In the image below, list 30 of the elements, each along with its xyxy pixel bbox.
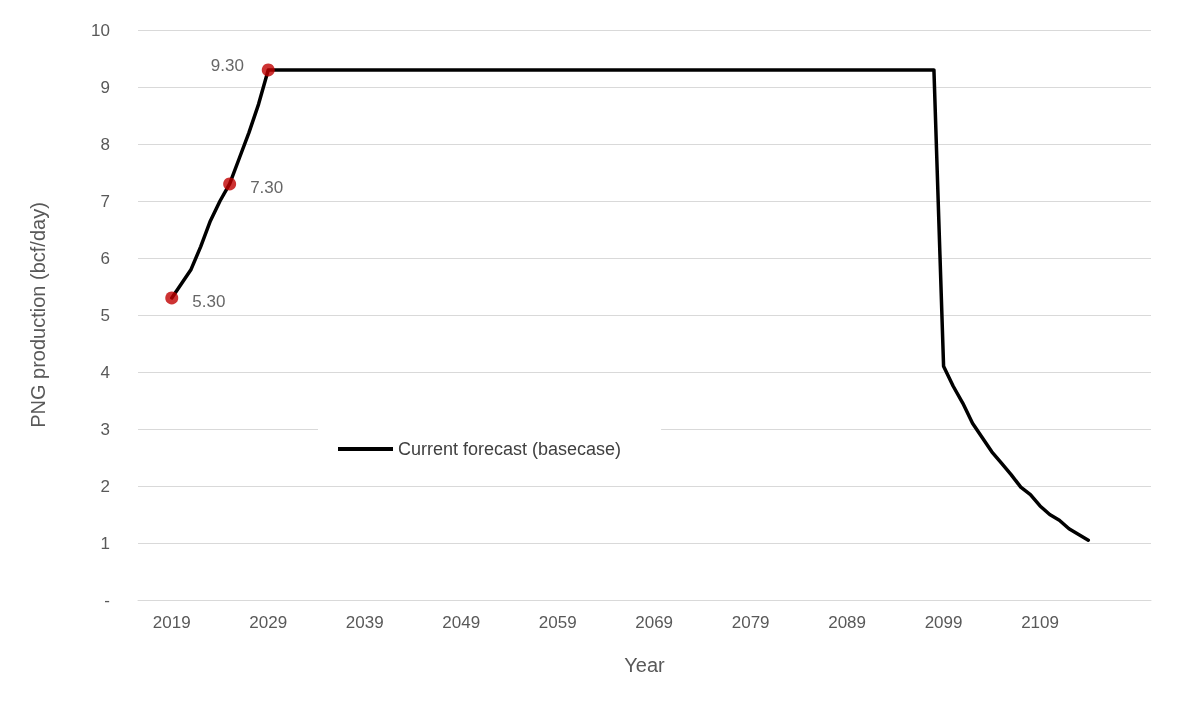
data-label: 7.30 bbox=[250, 178, 284, 198]
y-tick-label: 4 bbox=[100, 362, 110, 382]
y-tick-label: 10 bbox=[91, 20, 110, 40]
y-tick-label: 9 bbox=[100, 77, 110, 97]
y-tick-label: 6 bbox=[100, 248, 110, 268]
x-tick-label: 2089 bbox=[828, 613, 867, 632]
x-tick-label: 2059 bbox=[538, 613, 577, 632]
point bbox=[223, 177, 237, 191]
y-tick-label: 3 bbox=[100, 419, 110, 439]
x-tick-label: 2069 bbox=[635, 613, 674, 632]
x-axis-title: Year bbox=[624, 654, 666, 676]
data-label: 5.30 bbox=[192, 292, 226, 312]
point bbox=[165, 291, 179, 305]
y-tick-label: 1 bbox=[100, 533, 110, 553]
point bbox=[261, 63, 275, 77]
y-tick-label: 8 bbox=[100, 134, 110, 154]
y-tick-label: 5 bbox=[100, 305, 110, 325]
x-tick-label: 2079 bbox=[731, 613, 770, 632]
data-label: 9.30 bbox=[210, 56, 244, 76]
y-axis-title: PNG production (bcf/day) bbox=[27, 202, 49, 428]
x-tick-label: 2039 bbox=[345, 613, 384, 632]
x-tick-label: 2109 bbox=[1021, 613, 1059, 632]
y-tick-label: 2 bbox=[100, 476, 110, 496]
x-tick-label: 2019 bbox=[152, 613, 191, 632]
legend-label: Current forecast (basecase) bbox=[398, 439, 622, 459]
x-tick-label: 2029 bbox=[249, 613, 288, 632]
y-tick-label: 7 bbox=[100, 191, 110, 211]
x-tick-label: 2099 bbox=[924, 613, 963, 632]
x-tick-label: 2049 bbox=[442, 613, 481, 632]
y-tick-label: - bbox=[104, 590, 110, 610]
